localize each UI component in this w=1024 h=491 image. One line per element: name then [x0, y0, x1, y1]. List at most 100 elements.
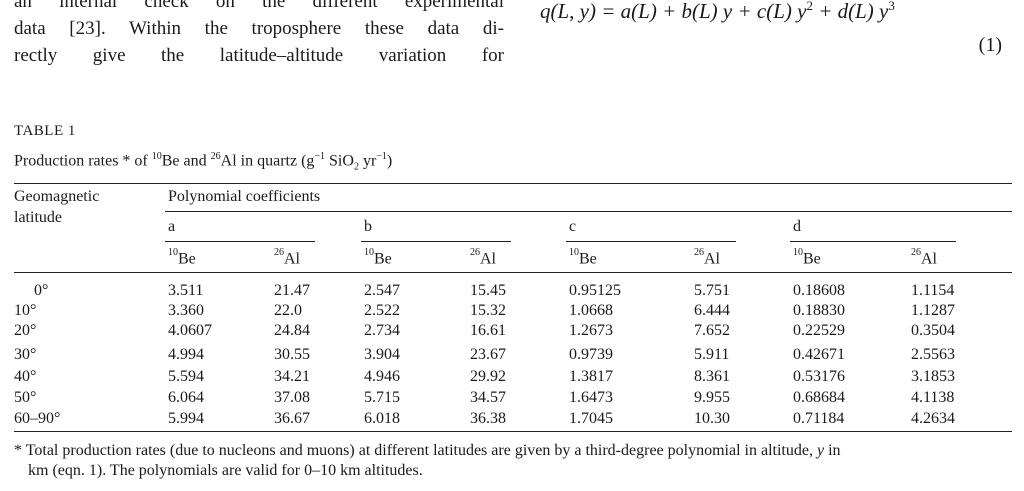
- header-isotope-be: 10Be: [793, 247, 821, 268]
- header-latitude-line2: latitude: [14, 209, 62, 226]
- table-cell: 5.911: [694, 346, 730, 363]
- table-cell: 5.994: [168, 410, 204, 427]
- table-cell: 23.67: [470, 346, 506, 363]
- table-cell: 16.61: [470, 322, 506, 339]
- table-cell: 29.92: [470, 368, 506, 385]
- coef-rule-c: [566, 241, 736, 242]
- equation: q(L, y) = a(L) + b(L) y + c(L) y2 + d(L)…: [540, 0, 895, 24]
- table-cell: 2.547: [364, 282, 400, 299]
- header-latitude-line1: Geomagnetic: [14, 188, 100, 205]
- latitude-cell: 30°: [14, 346, 37, 363]
- table-cell: 9.955: [694, 389, 730, 406]
- header-isotope-be: 10Be: [168, 247, 196, 268]
- table-cell: 37.08: [274, 389, 310, 406]
- table-cell: 5.594: [168, 368, 204, 385]
- table-cell: 15.32: [470, 302, 506, 319]
- caption-subscript: 2: [353, 161, 359, 173]
- header-coef-a: a: [168, 218, 176, 235]
- footnote-line-2: km (eqn. 1). The polynomials are valid f…: [28, 462, 423, 479]
- header-coef-d: d: [793, 218, 801, 235]
- table-cell: 15.45: [470, 282, 506, 299]
- table-cell: 34.21: [274, 368, 310, 385]
- caption-exponent: −1: [314, 151, 326, 162]
- caption-text: ): [386, 152, 393, 170]
- header-coef-c: c: [569, 218, 577, 235]
- table-cell: 8.361: [694, 368, 730, 385]
- latitude-cell: 40°: [14, 368, 37, 385]
- table-cell: 22.0: [274, 302, 302, 319]
- table-cell: 1.7045: [569, 410, 613, 427]
- table-cell: 4.994: [168, 346, 204, 363]
- caption-mass-al: 26: [210, 151, 221, 162]
- body-text: an internal check on the different exper…: [14, 0, 504, 69]
- coef-rule-a: [165, 241, 315, 242]
- table-cell: 3.1853: [911, 368, 955, 385]
- caption-text: and: [179, 152, 211, 170]
- latitude-cell: 0°: [34, 282, 49, 299]
- coef-rule-b: [361, 241, 511, 242]
- equation-lhs: q(L, y) = a(L) + b(L) y + c(L) y: [540, 0, 807, 23]
- body-text-line: data [23]. Within the troposphere these …: [14, 18, 504, 39]
- table-cell: 2.5563: [911, 346, 955, 363]
- latitude-cell: 20°: [14, 322, 37, 339]
- table-cell: 0.68684: [793, 389, 845, 406]
- table-cell: 3.511: [168, 282, 204, 299]
- table-cell: 0.18608: [793, 282, 845, 299]
- table-cell: 0.95125: [569, 282, 621, 299]
- table-cell: 5.751: [694, 282, 730, 299]
- table-cell: 24.84: [274, 322, 310, 339]
- table-cell: 2.522: [364, 302, 400, 319]
- caption-symbol-al: Al: [220, 152, 237, 170]
- footnote-line-1: * Total production rates (due to nucleon…: [14, 442, 841, 459]
- caption-exponent: −1: [376, 151, 387, 162]
- table-cell: 21.47: [274, 282, 310, 299]
- table-caption: Production rates * of 10Be and 26Al in q…: [14, 151, 392, 173]
- caption-mass-be: 10: [151, 151, 162, 162]
- table-cell: 6.064: [168, 389, 204, 406]
- latitude-cell: 50°: [14, 389, 37, 406]
- table-cell: 0.53176: [793, 368, 845, 385]
- table-cell: 4.2634: [911, 410, 955, 427]
- table-cell: 4.946: [364, 368, 400, 385]
- table-cell: 1.0668: [569, 302, 613, 319]
- header-isotope-be: 10Be: [364, 247, 392, 268]
- equation-number: (1): [978, 34, 1002, 56]
- table-cell: 7.652: [694, 322, 730, 339]
- header-polynomial-coefficients: Polynomial coefficients: [168, 188, 321, 205]
- caption-text: yr: [358, 152, 377, 170]
- caption-text: in quartz (g: [236, 152, 315, 170]
- caption-symbol-be: Be: [161, 152, 180, 170]
- table-cell: 34.57: [470, 389, 506, 406]
- caption-text: SiO: [325, 152, 354, 170]
- table-cell: 0.18830: [793, 302, 845, 319]
- table-cell: 0.3504: [911, 322, 955, 339]
- header-isotope-be: 10Be: [569, 247, 597, 268]
- header-coef-b: b: [364, 218, 372, 235]
- latitude-cell: 60–90°: [14, 410, 61, 427]
- equation-exponent-3: 3: [888, 0, 895, 13]
- table-bottom-rule: [14, 431, 1012, 432]
- table-cell: 6.018: [364, 410, 400, 427]
- group-rule: [165, 211, 1012, 212]
- body-text-line: an internal check on the different exper…: [14, 0, 504, 12]
- table-cell: 3.360: [168, 302, 204, 319]
- header-isotope-al: 26Al: [911, 247, 937, 268]
- table-cell: 2.734: [364, 322, 400, 339]
- table-cell: 10.30: [694, 410, 730, 427]
- table-top-rule: [14, 183, 1012, 184]
- table-label: TABLE 1: [14, 123, 76, 139]
- table-cell: 1.2673: [569, 322, 613, 339]
- header-isotope-al: 26Al: [470, 247, 496, 268]
- table-cell: 6.444: [694, 302, 730, 319]
- header-isotope-al: 26Al: [274, 247, 300, 268]
- table-cell: 36.67: [274, 410, 310, 427]
- caption-text: Production rates * of: [14, 152, 152, 170]
- table-cell: 4.0607: [168, 322, 212, 339]
- table-footnote: * Total production rates (due to nucleon…: [14, 441, 1012, 481]
- table-cell: 5.715: [364, 389, 400, 406]
- body-text-line: rectly give the latitude–altitude variat…: [14, 45, 504, 66]
- latitude-cell: 10°: [14, 302, 37, 319]
- table-cell: 1.6473: [569, 389, 613, 406]
- table-cell: 3.904: [364, 346, 400, 363]
- table-cell: 0.22529: [793, 322, 845, 339]
